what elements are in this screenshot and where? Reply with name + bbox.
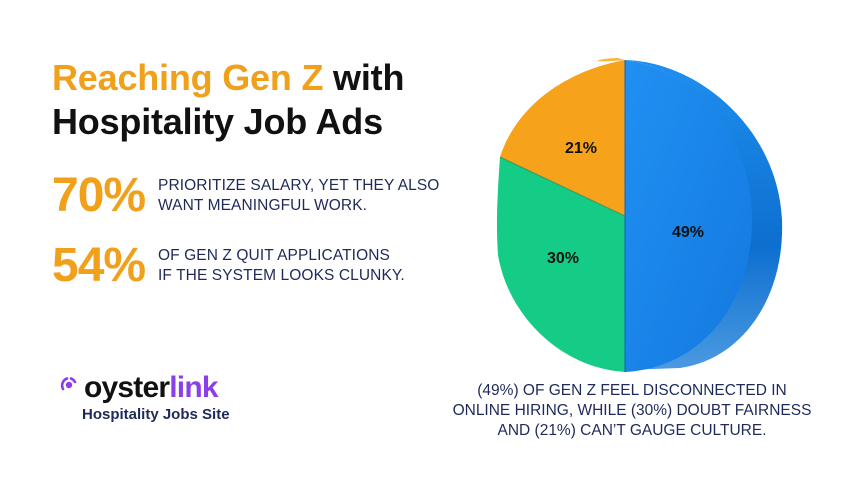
pie-side-blue	[625, 60, 783, 370]
pie-slice-49[interactable]	[625, 60, 752, 372]
signal-dot-icon	[60, 377, 77, 391]
slice-divider	[499, 156, 626, 217]
brand-name: oysterlink	[84, 371, 219, 404]
stat-salary: 70% Prioritize salary, yet they also wan…	[52, 171, 448, 221]
stat-value: 70%	[52, 169, 146, 222]
stat-description: of Gen Z quit applications if the system…	[158, 247, 405, 284]
brand-tagline: Hospitality Jobs Site	[82, 406, 230, 423]
pie-side-orange	[597, 58, 625, 62]
stat-quit-applications: 54% of Gen Z quit applications if the sy…	[52, 241, 408, 291]
stat-value: 54%	[52, 239, 146, 292]
title-rest: with	[323, 57, 405, 98]
title-line2: Hospitality Job Ads	[52, 101, 383, 142]
pie-slice-21[interactable]	[500, 60, 625, 216]
stat-description: Prioritize salary, yet they also want me…	[158, 177, 440, 214]
chart-caption: (49%) of Gen Z feel disconnected in onli…	[452, 382, 812, 439]
title-accent: Reaching Gen Z	[52, 57, 324, 98]
label-49: 49%	[672, 224, 704, 241]
brand-logo[interactable]: oysterlink Hospitality Jobs Site	[58, 372, 230, 423]
pie-chart: 49% 30% 21%	[496, 58, 783, 372]
label-30: 30%	[547, 250, 579, 267]
label-21: 21%	[565, 140, 597, 157]
page-title: Reaching Gen Z with Hospitality Job Ads	[52, 56, 404, 144]
pie-slice-30[interactable]	[496, 157, 625, 372]
